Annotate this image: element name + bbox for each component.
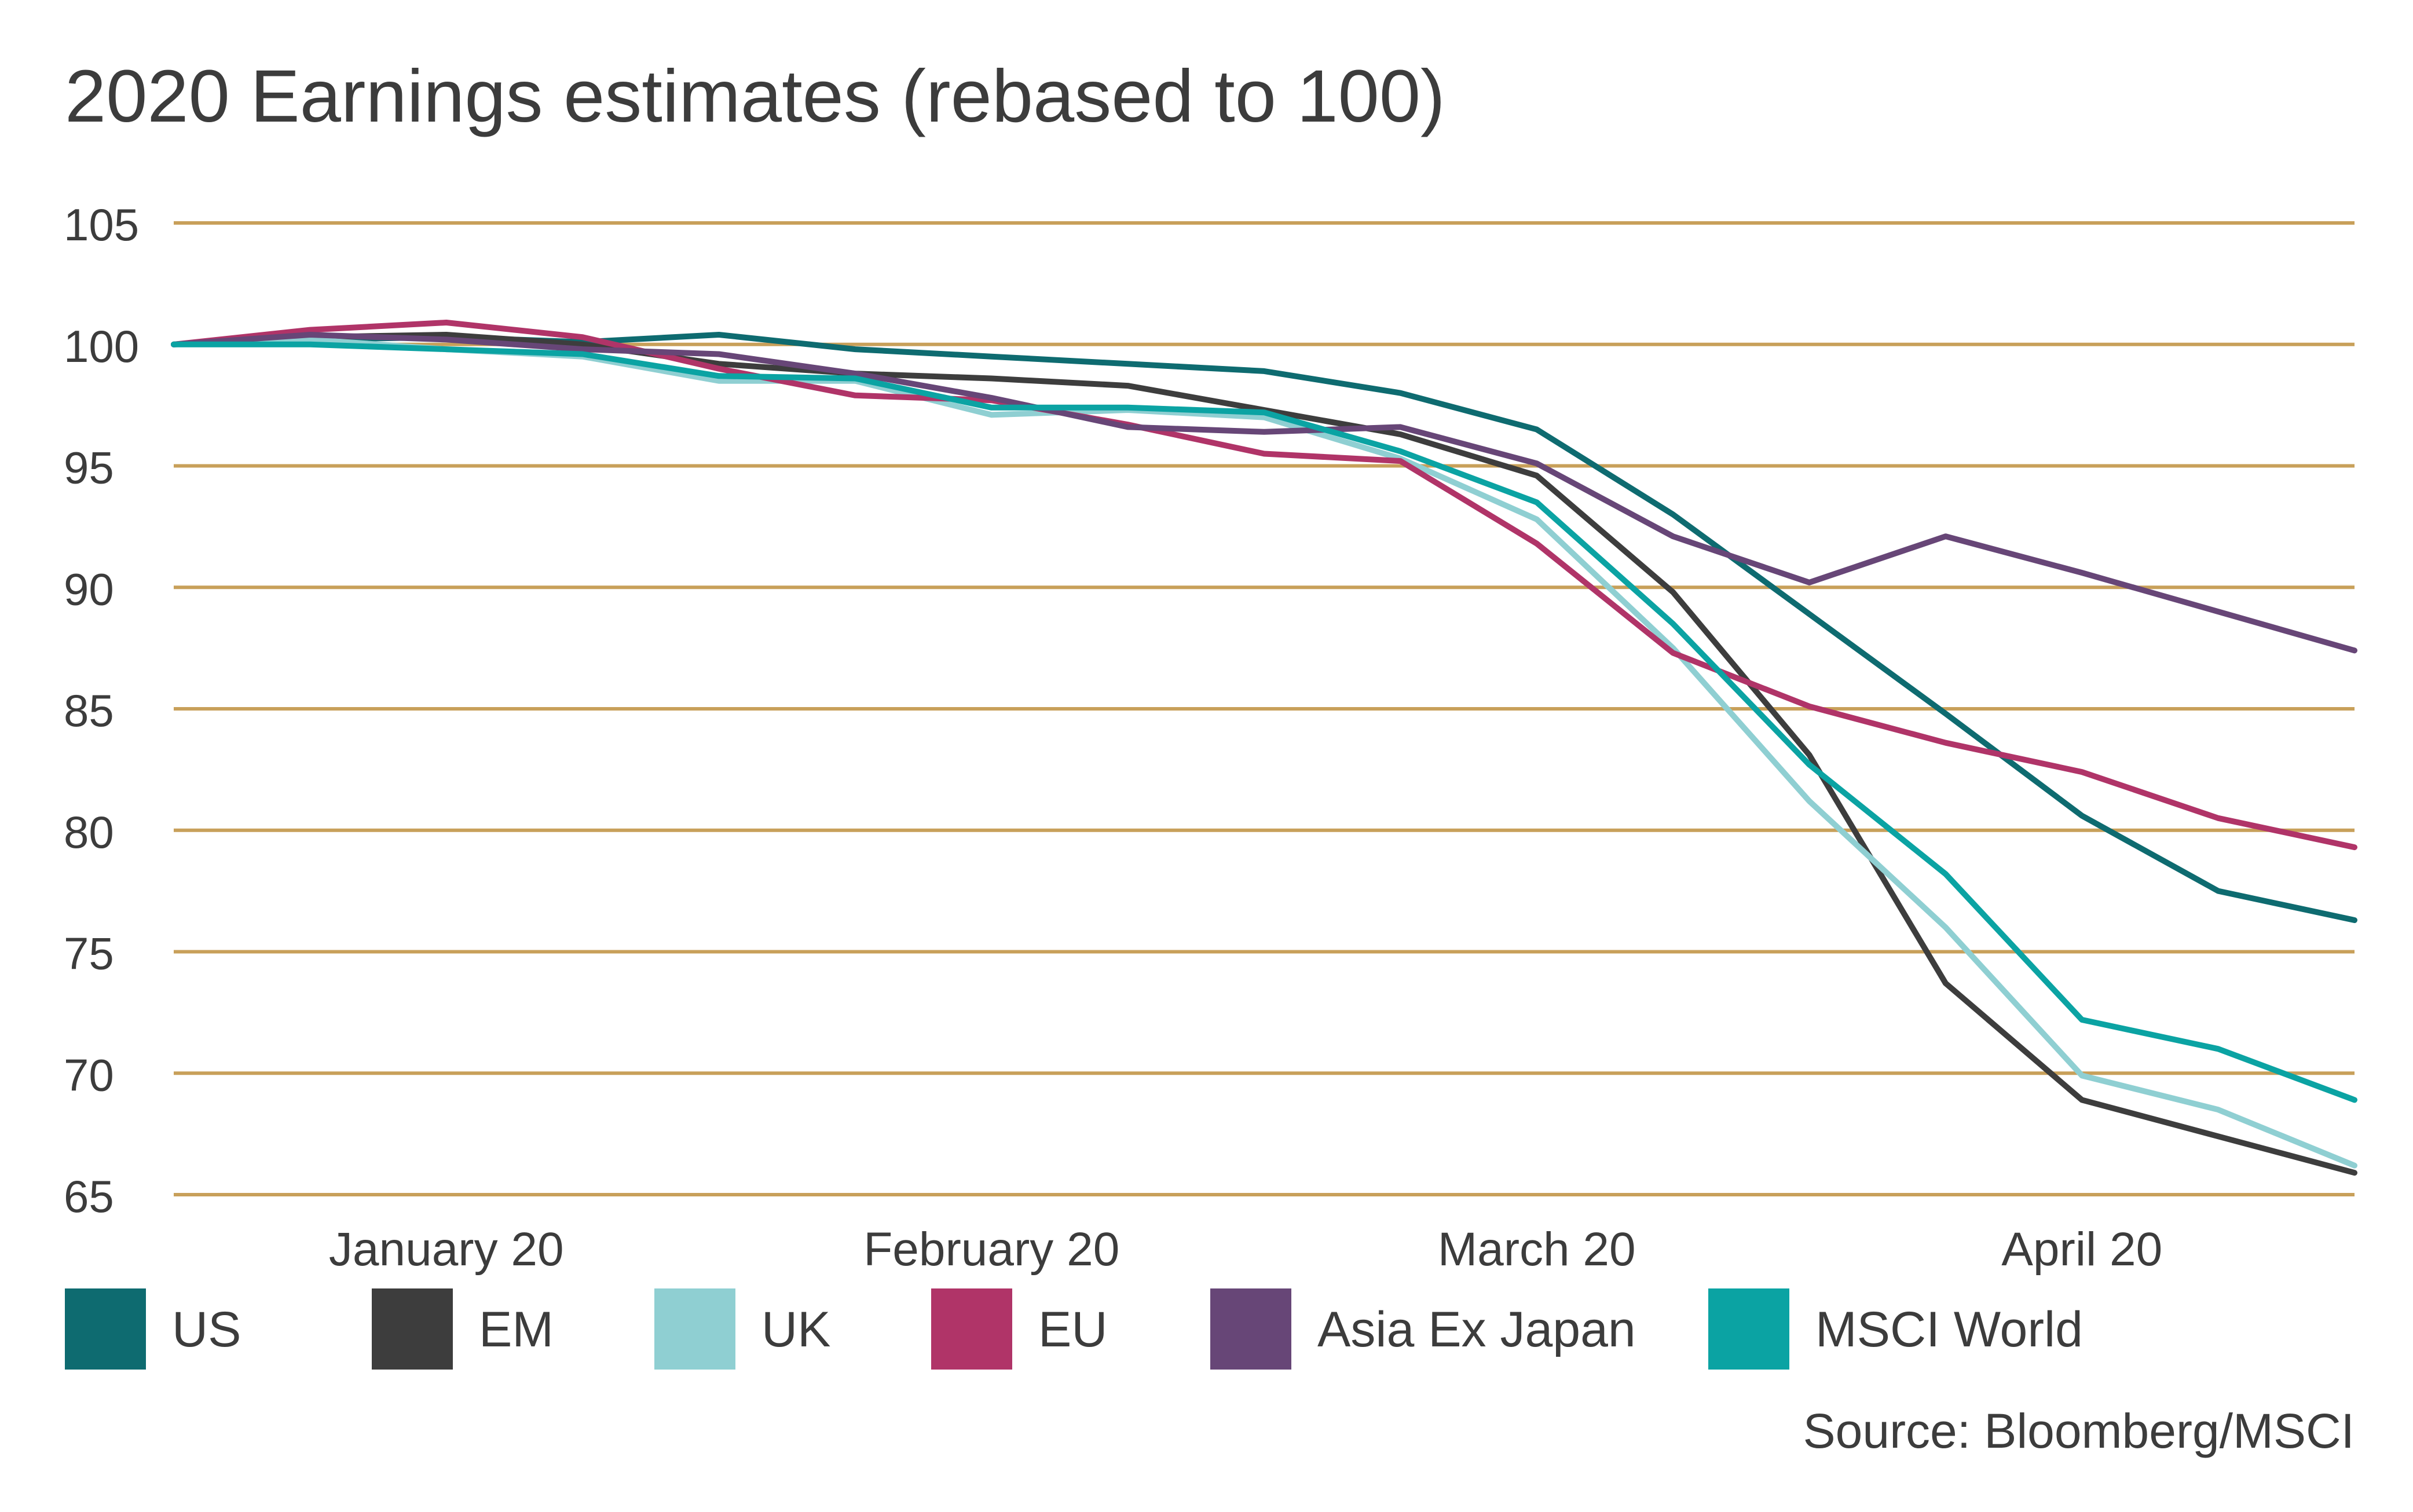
y-tick-label: 70: [64, 1049, 114, 1100]
x-tick-label: March 20: [1438, 1223, 1636, 1276]
legend-swatch: [931, 1288, 1012, 1370]
legend-label: EM: [479, 1302, 554, 1357]
legend-swatch: [654, 1288, 735, 1370]
y-tick-label: 100: [64, 321, 139, 372]
legend-swatch: [372, 1288, 453, 1370]
y-tick-label: 105: [64, 199, 139, 250]
y-tick-label: 95: [64, 442, 114, 493]
legend: US EM UK EU Asia Ex Japan MSCI World: [65, 1288, 2083, 1370]
y-tick-label: 85: [64, 685, 114, 736]
y-tick-label: 75: [64, 928, 114, 979]
legend-swatch: [1708, 1288, 1789, 1370]
x-axis-ticks: January 20 February 20 March 20 April 20: [329, 1223, 2162, 1276]
x-tick-label: April 20: [2001, 1223, 2162, 1276]
legend-label: US: [172, 1302, 241, 1357]
series-line-asia-ex-japan: [171, 332, 2357, 654]
y-tick-label: 90: [64, 563, 114, 614]
series-line-msci-world: [171, 341, 2357, 1103]
source-note: Source: Bloomberg/MSCI: [1803, 1404, 2355, 1458]
legend-swatch: [1210, 1288, 1291, 1370]
y-tick-label: 80: [64, 807, 114, 858]
legend-swatch: [65, 1288, 146, 1370]
series-line-em: [171, 332, 2357, 1176]
legend-label: UK: [761, 1302, 830, 1357]
x-tick-label: February 20: [863, 1223, 1119, 1276]
series-line-us: [171, 332, 2357, 923]
chart-title: 2020 Earnings estimates (rebased to 100): [65, 55, 1445, 138]
legend-label: MSCI World: [1815, 1302, 2083, 1357]
series-line-eu: [171, 320, 2357, 851]
series-lines: [171, 320, 2357, 1176]
y-tick-label: 65: [64, 1171, 114, 1222]
y-axis-ticks: 105 100 95 90 85 80 75 70 65: [64, 199, 139, 1222]
legend-label: Asia Ex Japan: [1317, 1302, 1636, 1357]
series-line-uk: [171, 336, 2357, 1169]
legend-label: EU: [1038, 1302, 1107, 1357]
x-tick-label: January 20: [329, 1223, 564, 1276]
